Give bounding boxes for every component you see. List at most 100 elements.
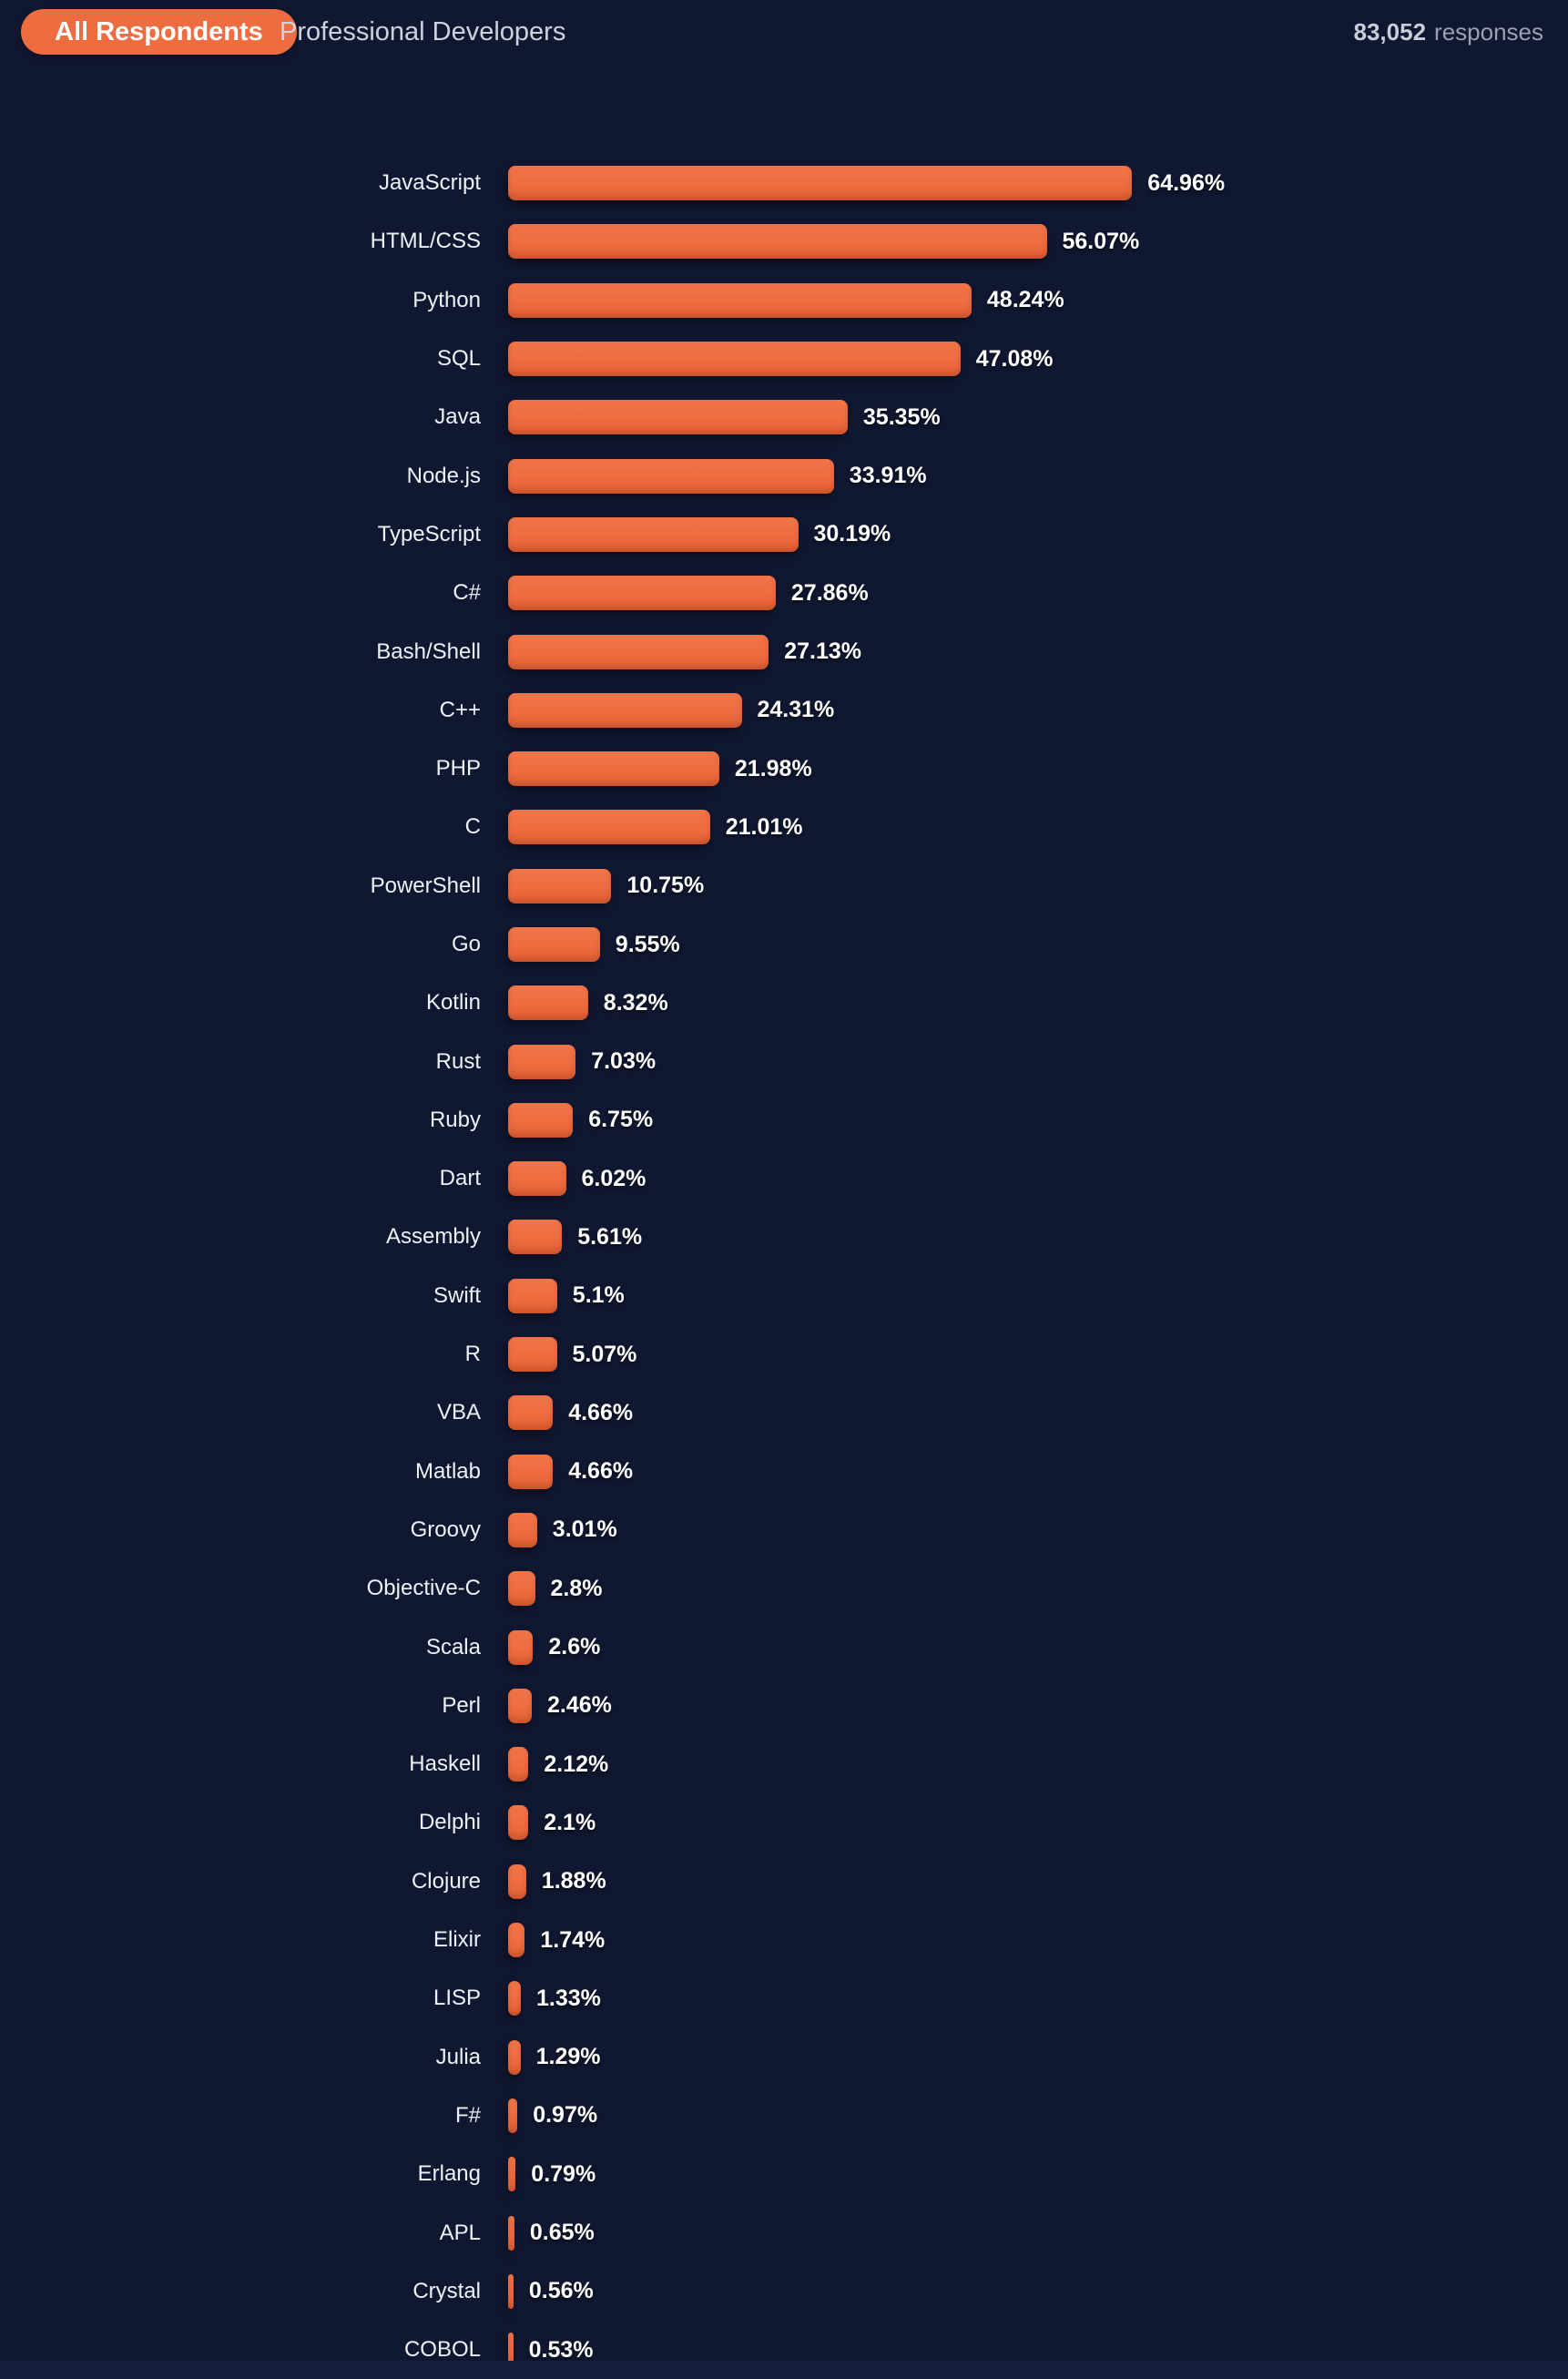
value-label: 0.65% <box>529 2220 595 2246</box>
bar[interactable] <box>508 2157 516 2192</box>
bar[interactable] <box>508 224 1047 260</box>
language-label: Bash/Shell <box>376 638 481 664</box>
bar[interactable] <box>508 1395 554 1431</box>
value-label: 21.98% <box>734 755 812 781</box>
value-label: 2.8% <box>550 1575 603 1601</box>
bar[interactable] <box>508 1278 557 1313</box>
chart-row: APL 0.65% <box>0 2203 1568 2262</box>
bar[interactable] <box>508 1102 574 1138</box>
value-label: 5.07% <box>572 1341 637 1367</box>
bar[interactable] <box>508 516 799 552</box>
chart-row: Haskell 2.12% <box>0 1735 1568 1793</box>
value-label: 8.32% <box>603 989 668 1016</box>
chart-row: Erlang 0.79% <box>0 2145 1568 2203</box>
tab-all-respondents[interactable]: All Respondents <box>21 9 297 55</box>
bar[interactable] <box>508 634 769 669</box>
language-label: LISP <box>433 1986 481 2011</box>
bar[interactable] <box>508 868 612 904</box>
chart-row: Bash/Shell 27.13% <box>0 622 1568 680</box>
bar[interactable] <box>508 1863 526 1899</box>
value-label: 24.31% <box>757 697 835 723</box>
chart-row: Java 35.35% <box>0 388 1568 446</box>
tab-professional-developers[interactable]: Professional Developers <box>280 9 565 55</box>
bar[interactable] <box>508 2215 514 2251</box>
value-label: 3.01% <box>552 1516 617 1543</box>
chart-row: R 5.07% <box>0 1325 1568 1383</box>
bar[interactable] <box>508 2273 514 2309</box>
chart-row: C# 27.86% <box>0 564 1568 622</box>
value-label: 21.01% <box>725 813 803 840</box>
value-label: 7.03% <box>591 1048 657 1075</box>
language-label: PowerShell <box>370 873 481 898</box>
chart-row: Assembly 5.61% <box>0 1208 1568 1266</box>
language-label: Crystal <box>412 2278 481 2303</box>
bar[interactable] <box>508 282 972 318</box>
language-label: Kotlin <box>425 990 481 1016</box>
value-label: 1.29% <box>535 2044 601 2070</box>
value-label: 1.33% <box>536 1985 601 2011</box>
bar[interactable] <box>508 751 719 787</box>
bar[interactable] <box>508 1454 554 1489</box>
language-label: HTML/CSS <box>370 229 481 254</box>
bar[interactable] <box>508 1629 534 1665</box>
value-label: 0.97% <box>533 2102 598 2129</box>
bar[interactable] <box>508 1805 529 1841</box>
chart-row: JavaScript 64.96% <box>0 154 1568 212</box>
bar-chart: JavaScript 64.96% HTML/CSS 56.07% Python… <box>0 64 1568 2379</box>
responses-label: responses <box>1434 17 1543 46</box>
bar[interactable] <box>508 1161 566 1197</box>
language-label: Elixir <box>433 1927 481 1953</box>
bar[interactable] <box>508 810 710 845</box>
bar[interactable] <box>508 692 742 728</box>
bar[interactable] <box>508 985 588 1021</box>
value-label: 5.1% <box>572 1282 625 1309</box>
bar[interactable] <box>508 927 600 962</box>
bar[interactable] <box>508 2333 514 2368</box>
bar[interactable] <box>508 1337 557 1373</box>
bar[interactable] <box>508 1981 521 2017</box>
chart-row: Node.js 33.91% <box>0 446 1568 505</box>
bar[interactable] <box>508 1571 535 1607</box>
bar[interactable] <box>508 342 961 377</box>
bar[interactable] <box>508 166 1133 201</box>
bar[interactable] <box>508 2039 521 2075</box>
responses-summary: 83,052 responses <box>1354 9 1544 55</box>
language-label: Perl <box>442 1692 481 1718</box>
value-label: 10.75% <box>626 873 705 899</box>
bar[interactable] <box>508 2098 518 2133</box>
language-label: Delphi <box>418 1810 481 1835</box>
bar[interactable] <box>508 1923 525 1958</box>
bar[interactable] <box>508 1044 576 1079</box>
chart-row: Go 9.55% <box>0 915 1568 974</box>
value-label: 27.13% <box>784 638 861 665</box>
chart-row: Julia 1.29% <box>0 2028 1568 2087</box>
chart-row: COBOL 0.53% <box>0 2321 1568 2379</box>
chart-row: Ruby 6.75% <box>0 1091 1568 1149</box>
language-label: R <box>464 1342 481 1367</box>
value-label: 6.02% <box>581 1165 647 1191</box>
chart-row: Perl 2.46% <box>0 1677 1568 1735</box>
bar[interactable] <box>508 1512 537 1547</box>
chart-row: Kotlin 8.32% <box>0 974 1568 1032</box>
bar[interactable] <box>508 1688 532 1723</box>
chart-row: VBA 4.66% <box>0 1383 1568 1442</box>
language-label: Rust <box>435 1048 481 1074</box>
bar[interactable] <box>508 400 848 435</box>
value-label: 5.61% <box>577 1223 643 1250</box>
bar[interactable] <box>508 576 776 611</box>
language-label: TypeScript <box>377 521 481 546</box>
bar[interactable] <box>508 1747 529 1782</box>
language-label: COBOL <box>403 2337 481 2363</box>
value-label: 2.46% <box>547 1692 612 1719</box>
chart-row: Delphi 2.1% <box>0 1793 1568 1852</box>
language-label: Assembly <box>385 1224 481 1250</box>
bar[interactable] <box>508 458 834 494</box>
chart-row: C++ 24.31% <box>0 681 1568 740</box>
chart-row: C 21.01% <box>0 798 1568 856</box>
language-label: JavaScript <box>378 170 481 196</box>
chart-row: Objective-C 2.8% <box>0 1559 1568 1618</box>
chart-row: Crystal 0.56% <box>0 2262 1568 2321</box>
tabs-header: All Respondents Professional Developers … <box>0 0 1568 64</box>
bar[interactable] <box>508 1220 563 1255</box>
